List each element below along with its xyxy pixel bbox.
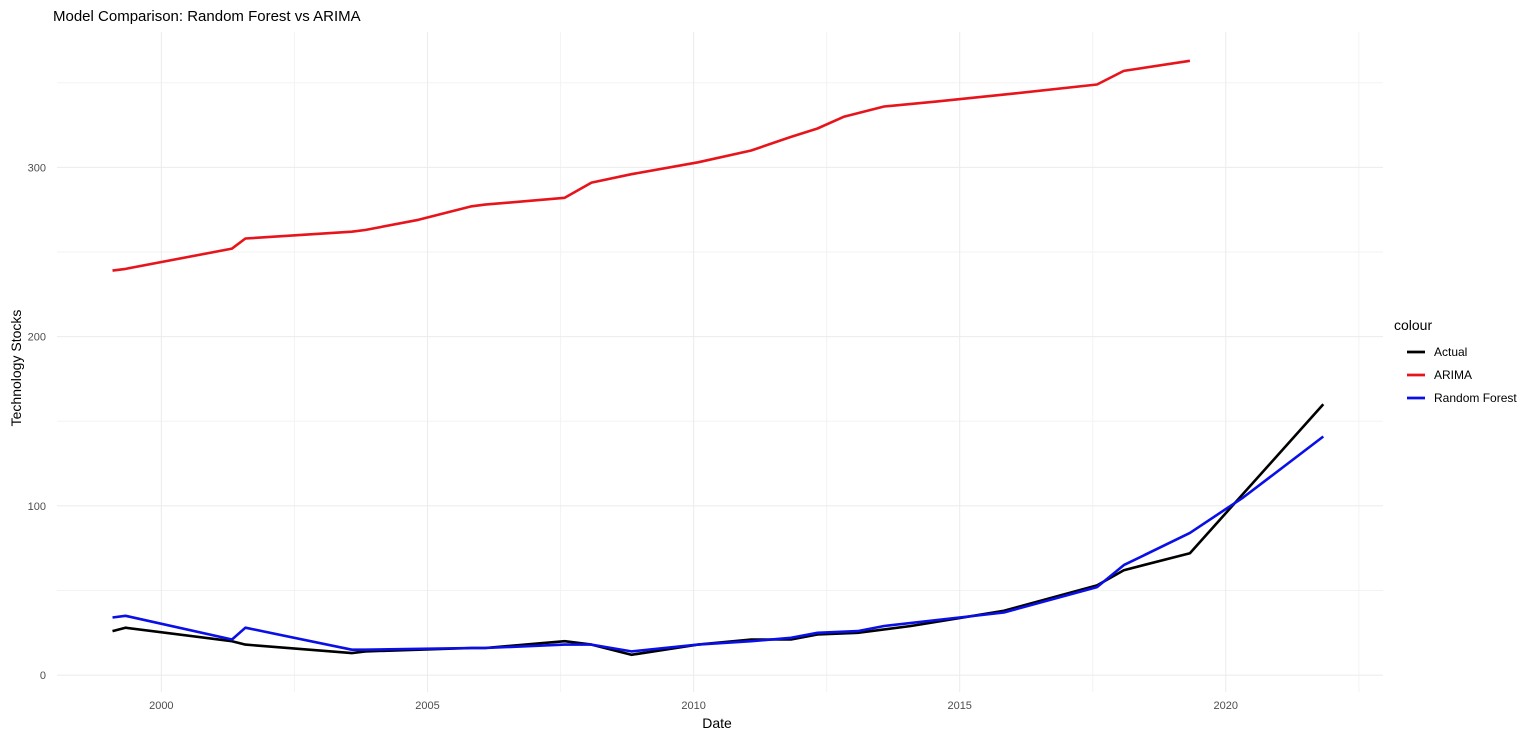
series-lines xyxy=(112,59,1325,657)
legend: colour Actual ARIMA Random Forest xyxy=(1394,317,1517,405)
chart-title: Model Comparison: Random Forest vs ARIMA xyxy=(53,8,361,25)
x-tick-label: 2020 xyxy=(1214,700,1238,712)
legend-label-random-forest: Random Forest xyxy=(1434,391,1517,405)
series-line-random-forest xyxy=(112,435,1325,653)
x-tick-label: 2015 xyxy=(947,700,971,712)
grid xyxy=(57,32,1383,692)
y-tick-label: 300 xyxy=(28,162,46,174)
x-tick-label: 2010 xyxy=(681,700,705,712)
legend-label-arima: ARIMA xyxy=(1434,368,1472,382)
legend-label-actual: Actual xyxy=(1434,345,1467,359)
x-tick-labels: 2000 2005 2010 2015 2020 xyxy=(149,700,1238,712)
x-tick-label: 2000 xyxy=(149,700,173,712)
y-tick-label: 0 xyxy=(40,670,46,682)
series-line-actual xyxy=(112,403,1325,657)
x-tick-label: 2005 xyxy=(415,700,439,712)
x-axis-title: Date xyxy=(702,715,732,731)
y-tick-label: 100 xyxy=(28,501,46,513)
y-axis-title: Technology Stocks xyxy=(8,310,24,427)
series-line-arima xyxy=(112,59,1191,272)
legend-items: Actual ARIMA Random Forest xyxy=(1407,345,1517,405)
y-tick-labels: 0 100 200 300 xyxy=(28,162,46,682)
y-tick-label: 200 xyxy=(28,332,46,344)
legend-title: colour xyxy=(1394,317,1432,333)
